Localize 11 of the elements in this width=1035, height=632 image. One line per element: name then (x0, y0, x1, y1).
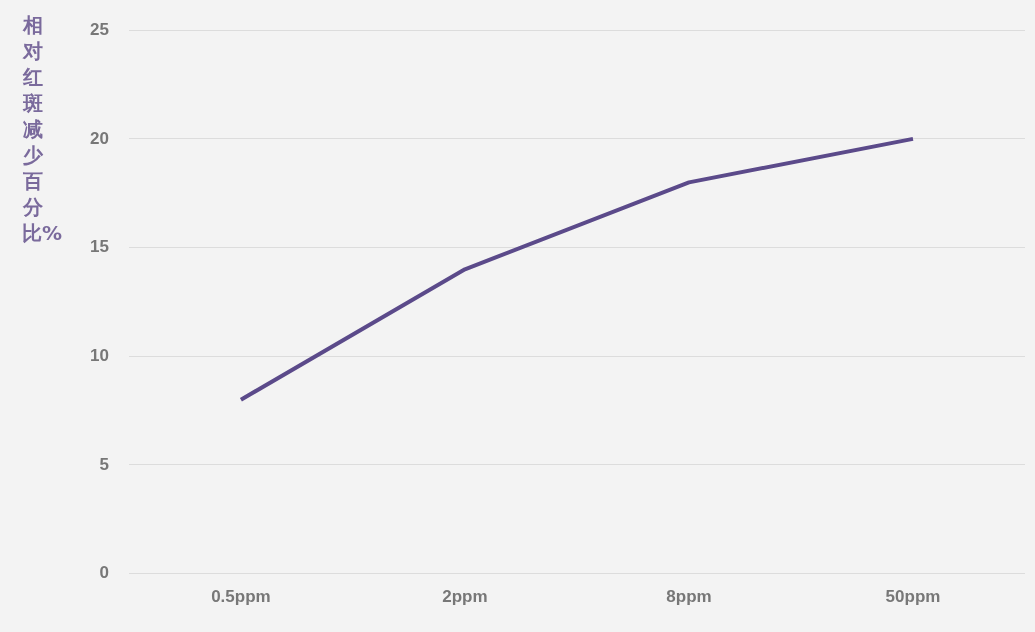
y-tick-label: 20 (89, 128, 109, 148)
x-tick-label: 2ppm (442, 587, 488, 607)
x-tick-label: 8ppm (666, 587, 712, 607)
text: 相对红斑减少百分比% (22, 13, 63, 245)
y-tick-label: 10 (89, 345, 109, 365)
y-tick-label: 0 (99, 563, 109, 583)
x-tick-label: 50ppm (885, 587, 941, 607)
x-tick-label: 0.5ppm (211, 587, 271, 607)
y-tick-label: 15 (89, 237, 109, 257)
y-tick-label: 25 (89, 19, 109, 39)
y-tick-label: 5 (99, 454, 109, 474)
